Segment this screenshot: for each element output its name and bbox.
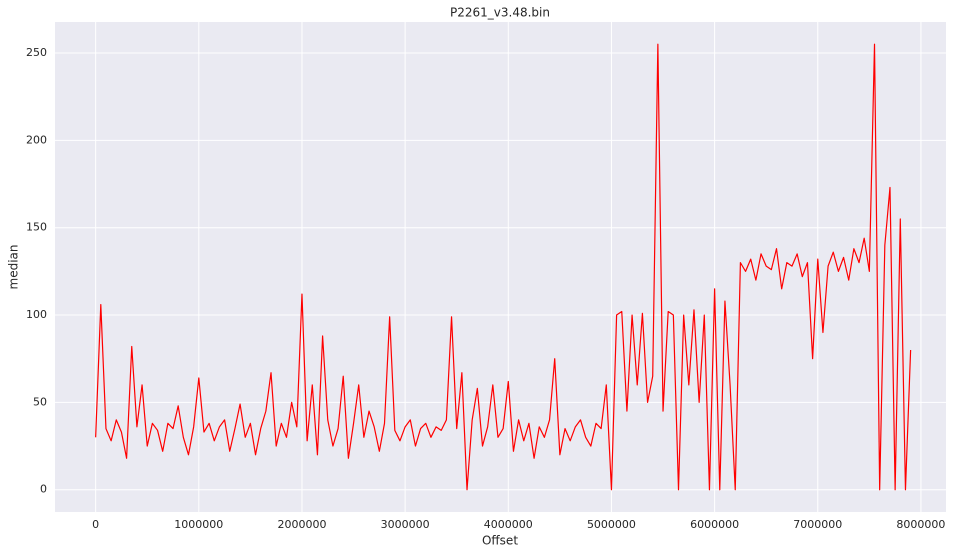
x-tick-label: 2000000 — [277, 518, 326, 531]
data-line — [95, 43, 912, 491]
y-tick-label: 0 — [40, 483, 47, 496]
x-tick-label: 0 — [92, 518, 99, 531]
chart-title: P2261_v3.48.bin — [450, 6, 550, 20]
y-tick-label: 100 — [26, 308, 47, 321]
x-tick-label: 5000000 — [587, 518, 636, 531]
x-tick-label: 4000000 — [484, 518, 533, 531]
x-tick-label: 6000000 — [690, 518, 739, 531]
x-tick-label: 7000000 — [793, 518, 842, 531]
plot-area — [55, 22, 946, 512]
x-axis-label: Offset — [482, 534, 518, 548]
y-tick-label: 200 — [26, 133, 47, 146]
y-axis-label: median — [7, 245, 21, 290]
y-tick-label: 150 — [26, 221, 47, 234]
y-tick-label: 50 — [33, 395, 47, 408]
y-tick-label: 250 — [26, 46, 47, 59]
x-tick-label: 8000000 — [896, 518, 945, 531]
x-tick-label: 1000000 — [174, 518, 223, 531]
x-tick-label: 3000000 — [381, 518, 430, 531]
